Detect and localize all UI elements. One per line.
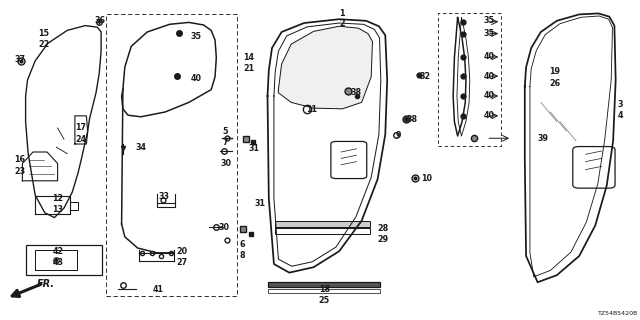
Bar	[26, 245, 102, 275]
Text: 43: 43	[52, 258, 63, 267]
Text: 35: 35	[484, 16, 495, 25]
Text: 6: 6	[240, 240, 246, 249]
Text: 27: 27	[176, 258, 187, 267]
FancyBboxPatch shape	[331, 141, 367, 179]
Text: 41: 41	[152, 285, 163, 294]
Text: 35: 35	[191, 32, 202, 41]
Bar	[438, 13, 501, 146]
Text: 36: 36	[95, 16, 106, 25]
FancyBboxPatch shape	[573, 147, 615, 188]
Bar	[268, 282, 380, 287]
Text: 30: 30	[221, 159, 232, 168]
Text: 28: 28	[378, 224, 389, 233]
Text: 40: 40	[484, 111, 495, 120]
Text: 34: 34	[136, 143, 147, 152]
Text: TZ54B5420B: TZ54B5420B	[598, 311, 639, 316]
Text: 40: 40	[191, 74, 202, 83]
Text: 17: 17	[76, 124, 86, 132]
Bar	[268, 289, 380, 293]
Text: 40: 40	[484, 72, 495, 81]
Text: 40: 40	[484, 52, 495, 61]
Text: 32: 32	[419, 72, 430, 81]
Text: 25: 25	[319, 296, 330, 305]
Text: 14: 14	[243, 53, 254, 62]
Text: 23: 23	[14, 167, 25, 176]
Text: 40: 40	[484, 92, 495, 100]
Bar	[275, 221, 370, 227]
Text: 24: 24	[76, 135, 86, 144]
Text: 38: 38	[406, 116, 417, 124]
Text: 9: 9	[396, 132, 401, 140]
Text: 1: 1	[339, 9, 345, 18]
Text: 10: 10	[421, 174, 432, 183]
Text: 37: 37	[14, 55, 25, 64]
Text: 13: 13	[52, 205, 63, 214]
Text: 29: 29	[378, 235, 388, 244]
Text: 42: 42	[52, 247, 63, 256]
Bar	[106, 14, 237, 296]
Text: 8: 8	[240, 252, 246, 260]
Text: FR.: FR.	[37, 279, 55, 289]
Text: 33: 33	[159, 192, 170, 201]
Text: 16: 16	[14, 156, 25, 164]
Text: 3: 3	[618, 100, 623, 109]
Text: 15: 15	[38, 29, 49, 38]
Text: 35: 35	[484, 29, 495, 38]
Polygon shape	[278, 26, 372, 109]
Text: 4: 4	[618, 111, 623, 120]
Text: 19: 19	[549, 68, 560, 76]
Text: 2: 2	[339, 20, 345, 28]
Bar	[275, 228, 370, 234]
Text: 22: 22	[38, 40, 50, 49]
Text: 20: 20	[176, 247, 187, 256]
Text: 12: 12	[52, 194, 63, 203]
Text: 7: 7	[223, 138, 228, 147]
Text: 18: 18	[319, 285, 330, 294]
Text: 39: 39	[538, 134, 548, 143]
Text: 21: 21	[243, 64, 254, 73]
Text: 26: 26	[549, 79, 560, 88]
Text: 5: 5	[223, 127, 228, 136]
Text: 30: 30	[219, 223, 230, 232]
Text: 31: 31	[255, 199, 266, 208]
Text: 31: 31	[248, 144, 259, 153]
Text: 11: 11	[306, 105, 317, 114]
Text: 38: 38	[351, 88, 362, 97]
